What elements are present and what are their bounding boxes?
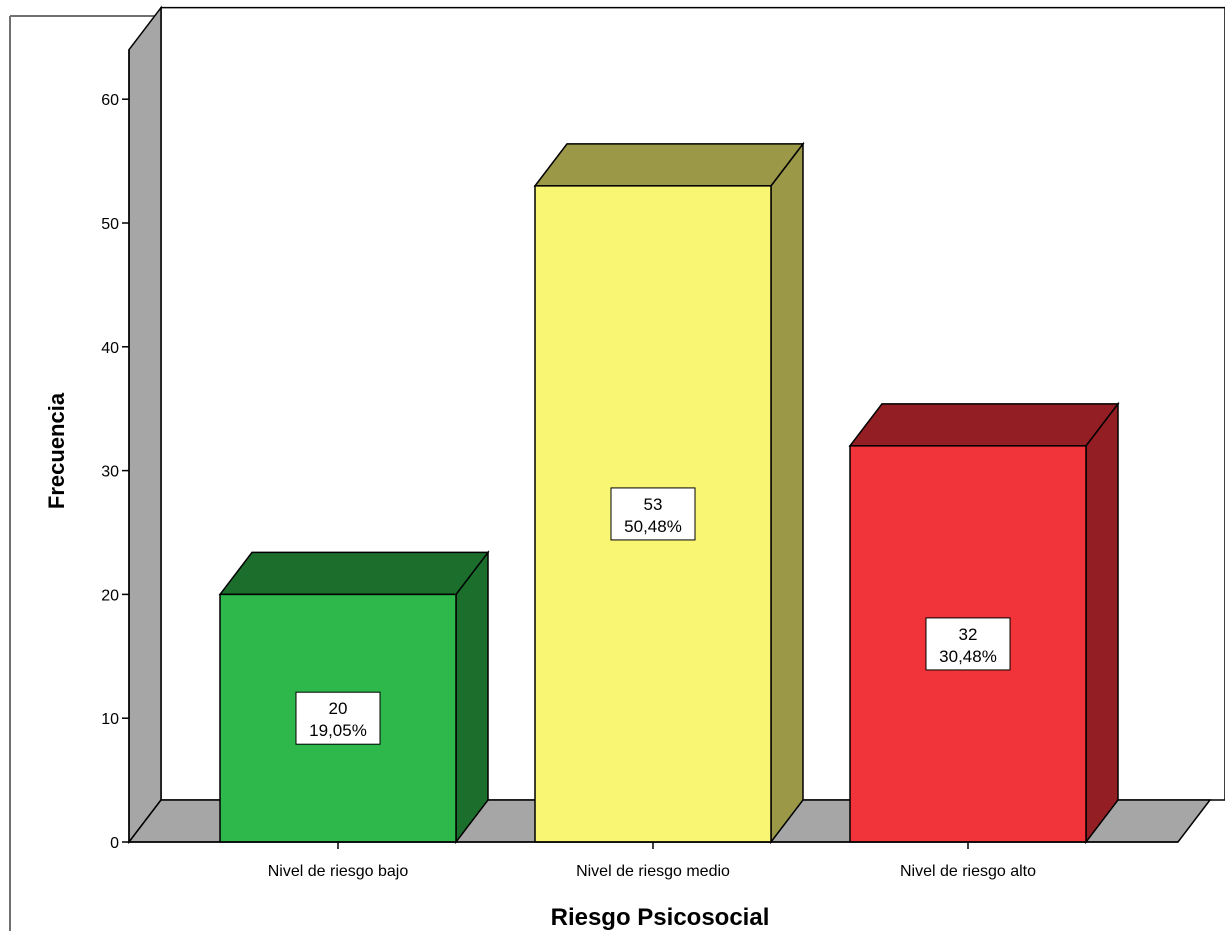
bar-side (770, 141, 804, 845)
y-axis-label: Frecuencia (44, 392, 69, 509)
data-label-count: 32 (959, 625, 978, 644)
y-tick-label: 40 (101, 340, 119, 357)
x-axis-label: Riesgo Psicosocial (551, 904, 770, 931)
data-label-box (295, 691, 381, 745)
left-wall (128, 5, 162, 845)
bar-1: 20 19,05% (218, 550, 490, 845)
y-tick-label: 50 (101, 216, 119, 233)
bars-group: 20 19,05% 53 50,48% 32 30,48% (218, 141, 1120, 845)
y-tick-label: 30 (101, 464, 119, 481)
bar-top (218, 551, 490, 596)
data-label-count: 20 (329, 699, 348, 718)
bar-side (455, 550, 489, 845)
data-label-percent: 50,48% (624, 517, 682, 536)
y-tick-label: 60 (101, 92, 119, 109)
y-tick-label: 20 (101, 587, 119, 604)
bar-3: 32 30,48% (848, 401, 1120, 845)
x-tick-label: Nivel de riesgo bajo (268, 863, 409, 880)
data-label-percent: 19,05% (309, 721, 367, 740)
x-axis: Nivel de riesgo bajo Nivel de riesgo medi… (129, 841, 1178, 880)
y-tick-label: 0 (110, 835, 119, 852)
bar-side (1085, 401, 1119, 845)
bar-2: 53 50,48% (533, 141, 805, 845)
x-tick-label: Nivel de riesgo alto (900, 863, 1036, 880)
x-tick-label: Nivel de riesgo medio (576, 863, 730, 880)
y-tick-label: 10 (101, 711, 119, 728)
data-label-count: 53 (644, 495, 663, 514)
data-label-box (925, 617, 1011, 671)
bar-top (533, 143, 805, 187)
data-label-box (610, 487, 696, 541)
y-axis: 0 10 20 30 40 50 60 (101, 49, 130, 852)
data-label-percent: 30,48% (939, 647, 997, 666)
bar-top (848, 403, 1120, 447)
